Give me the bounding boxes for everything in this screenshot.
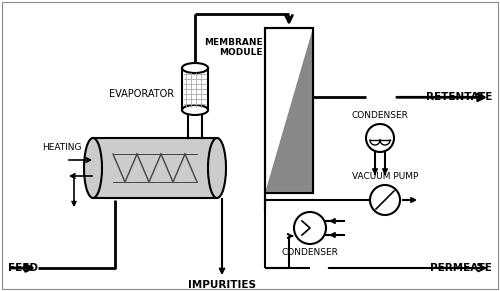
Text: EVAPORATOR: EVAPORATOR xyxy=(109,89,174,99)
Circle shape xyxy=(366,124,394,152)
Ellipse shape xyxy=(84,138,102,198)
Polygon shape xyxy=(265,28,313,193)
Text: MEMBRANE
MODULE: MEMBRANE MODULE xyxy=(204,38,263,57)
Ellipse shape xyxy=(182,63,208,73)
Text: PERMEATE: PERMEATE xyxy=(430,263,492,273)
Text: FEED: FEED xyxy=(8,263,38,273)
Text: IMPURITIES: IMPURITIES xyxy=(188,280,256,290)
FancyBboxPatch shape xyxy=(93,138,217,198)
FancyBboxPatch shape xyxy=(182,68,208,110)
Ellipse shape xyxy=(208,138,226,198)
Ellipse shape xyxy=(182,105,208,115)
FancyBboxPatch shape xyxy=(265,28,313,193)
Text: CONDENSER: CONDENSER xyxy=(282,248,339,257)
Circle shape xyxy=(370,185,400,215)
Text: VACUUM PUMP: VACUUM PUMP xyxy=(352,172,418,181)
Text: CONDENSER: CONDENSER xyxy=(352,111,408,120)
Text: HEATING: HEATING xyxy=(42,143,82,152)
Text: RETENTATE: RETENTATE xyxy=(426,92,492,102)
Circle shape xyxy=(294,212,326,244)
